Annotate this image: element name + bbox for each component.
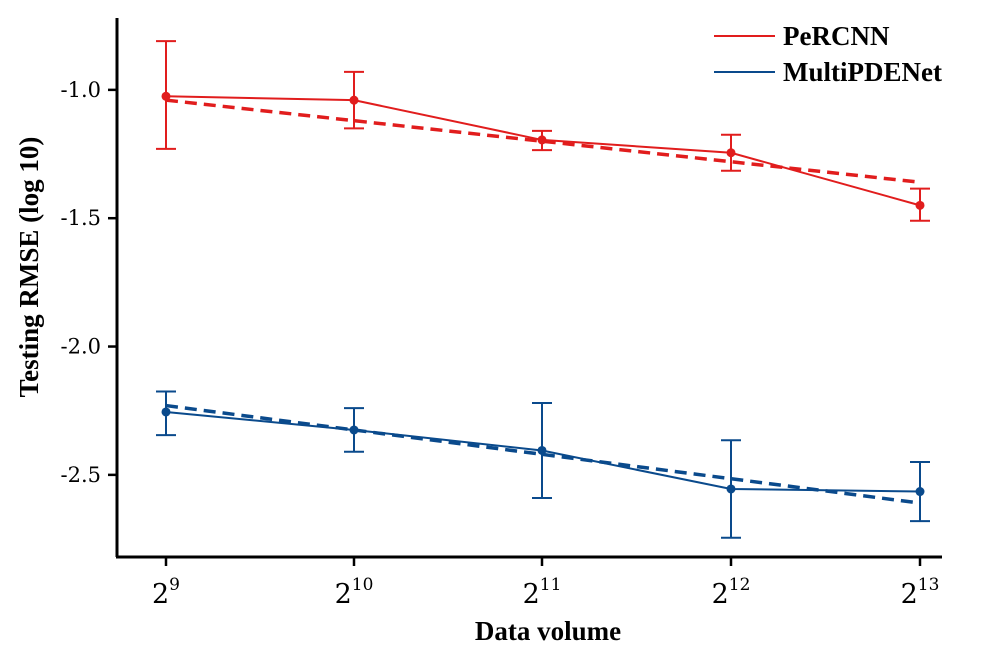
y-axis-title: Testing RMSE (log 10) <box>14 137 44 398</box>
legend: PeRCNN MultiPDENet <box>714 21 942 87</box>
percnn-point <box>349 95 359 105</box>
percnn-point <box>726 148 736 158</box>
legend-entry-percnn: PeRCNN <box>714 21 890 51</box>
y-tick-label: -2.5 <box>61 463 102 487</box>
x-tick-label: 211 <box>523 575 562 610</box>
x-tick-label: 29 <box>152 575 180 610</box>
legend-entry-multipdenet: MultiPDENet <box>714 57 942 87</box>
legend-label: MultiPDENet <box>783 57 942 87</box>
x-tick-label: 213 <box>901 575 940 610</box>
x-tick-label: 210 <box>335 575 374 610</box>
percnn-point <box>537 135 547 145</box>
x-axis-title: Data volume <box>475 616 621 646</box>
x-tick-label: 212 <box>712 575 751 610</box>
multipdenet-trend-line <box>165 403 921 505</box>
percnn-trend-line <box>165 98 921 185</box>
y-tick-label: -1.5 <box>61 206 102 230</box>
percnn-point <box>161 91 171 101</box>
y-tick-label: -2.0 <box>61 335 102 359</box>
multipdenet-point <box>915 487 925 497</box>
y-tick-label: -1.0 <box>61 78 102 102</box>
series-multipdenet <box>156 390 930 539</box>
percnn-point <box>915 200 925 210</box>
plot-area <box>156 40 930 539</box>
multipdenet-point <box>726 484 736 494</box>
series-percnn <box>156 40 930 222</box>
multipdenet-point <box>161 407 171 417</box>
multipdenet-point <box>349 425 359 435</box>
multipdenet-point <box>537 445 547 455</box>
ticks: -1.0 -1.5 -2.0 -2.5 29 210 211 212 213 <box>61 78 940 610</box>
legend-label: PeRCNN <box>783 21 890 51</box>
axes <box>115 18 942 559</box>
